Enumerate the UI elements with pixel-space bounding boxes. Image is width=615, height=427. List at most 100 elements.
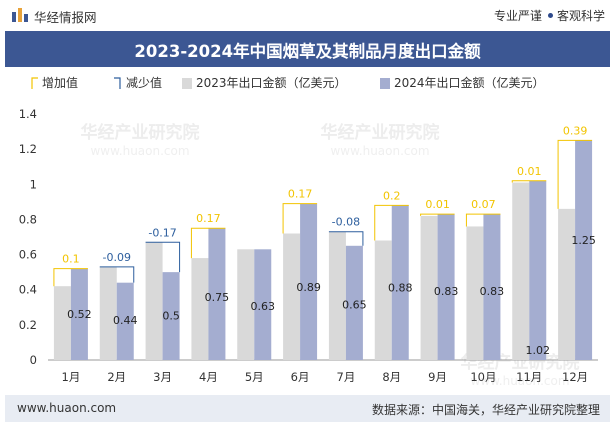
x-tick-label: 6月 [291, 370, 310, 384]
bar-2023 [53, 286, 71, 360]
legend-decrease-icon [114, 77, 121, 89]
bar-2023 [145, 242, 163, 360]
change-label: 0.07 [471, 198, 496, 211]
legend-2024-swatch [380, 78, 390, 89]
data-label-2024: 0.5 [162, 310, 180, 323]
watermark-url: www.huaon.com [330, 144, 429, 158]
x-tick-label: 12月 [562, 370, 588, 384]
y-tick-label: 1 [30, 177, 37, 191]
decrease-bracket [328, 231, 364, 246]
bar-2024 [483, 214, 501, 360]
increase-bracket [53, 268, 88, 287]
data-labels: 0.52 0.1 0.44 -0.09 0.5 -0.17 0.75 0.17 0.63 0.89… [62, 124, 596, 357]
increase-bracket [511, 180, 547, 183]
data-label-2024: 0.44 [113, 314, 138, 327]
y-tick-label: 0 [30, 353, 37, 367]
bar-2024 [529, 180, 547, 360]
legend-decrease-label: 减少值 [126, 75, 162, 90]
x-tick-label: 7月 [337, 370, 356, 384]
increase-bracket [420, 213, 455, 216]
decrease-bracket [99, 266, 135, 283]
tagline-left: 专业严谨 [493, 9, 542, 23]
bar-2023 [512, 182, 530, 360]
data-source: 数据来源：中国海关，华经产业研究院整理 [371, 403, 600, 417]
x-tick-label: 8月 [382, 370, 401, 384]
x-tick-label: 3月 [153, 370, 172, 384]
bar-2024 [300, 203, 318, 360]
x-tick-label: 2月 [107, 370, 126, 384]
legend-2023-label: 2023年出口金额（亿美元） [196, 75, 347, 90]
bar-2023 [191, 258, 209, 360]
y-tick-label: 0.8 [19, 212, 37, 226]
data-label-2024: 0.88 [388, 282, 413, 295]
legend-increase-label: 增加值 [42, 75, 78, 90]
huajing-logo-icon [12, 8, 28, 22]
x-tick-label: 5月 [245, 370, 264, 384]
data-label-2024: 0.83 [480, 285, 505, 298]
legend-increase-icon [31, 77, 38, 89]
bar-2023 [283, 233, 301, 360]
increase-bracket [282, 203, 318, 234]
bar-2024 [116, 282, 134, 360]
change-label: 0.2 [383, 189, 401, 202]
bar-2024 [70, 268, 88, 360]
increase-bracket [557, 139, 593, 209]
bar-2024 [391, 205, 409, 360]
watermark-url: www.huaon.com [90, 144, 189, 158]
y-tick-label: 0.4 [19, 283, 37, 297]
bar-2024 [345, 245, 363, 360]
change-label: 0.1 [62, 253, 80, 266]
legend: 增加值 减少值 2023年出口金额（亿美元） 2024年出口金额（亿美元） [31, 75, 545, 90]
tagline: 专业严谨 客观科学 [494, 7, 605, 24]
data-label-2024: 1.02 [526, 344, 551, 357]
separator-dot [547, 13, 553, 18]
watermark-text: 华经产业研究院 [81, 122, 200, 143]
top-bar: 华经情报网 专业严谨 客观科学 [0, 0, 615, 30]
y-tick-label: 1.4 [19, 107, 37, 121]
bar-2023 [99, 266, 117, 360]
y-tick-label: 0.6 [19, 248, 37, 262]
change-label: -0.08 [332, 216, 360, 229]
change-label: 0.17 [288, 188, 313, 201]
data-label-2024: 0.63 [251, 300, 276, 313]
data-label-2024: 1.25 [571, 234, 596, 247]
increase-bracket [374, 204, 409, 241]
bar-2024 [575, 140, 593, 360]
bar-2024 [437, 214, 455, 360]
x-tick-label: 1月 [62, 370, 81, 384]
watermark-url: www.huaon.com [470, 374, 569, 388]
watermark-text: 华经产业研究院 [321, 122, 440, 143]
tagline-right: 客观科学 [556, 9, 605, 23]
change-label: 0.01 [517, 165, 542, 178]
x-tick-label: 4月 [199, 370, 218, 384]
bar-2023 [328, 231, 346, 360]
title-bar: 2023-2024年中国烟草及其制品月度出口金额 [5, 31, 610, 67]
bar-2023 [237, 249, 255, 360]
legend-2023-swatch [182, 78, 192, 89]
data-label-2024: 0.52 [67, 308, 92, 321]
change-label: 0.39 [563, 124, 588, 137]
bar-2023 [374, 240, 392, 360]
bar-2024 [162, 272, 180, 360]
decrease-bracket [145, 241, 181, 273]
data-label-2024: 0.83 [434, 285, 459, 298]
x-tick-label: 9月 [428, 370, 447, 384]
increase-bracket [465, 213, 501, 227]
change-label: 0.17 [196, 212, 221, 225]
footer-url: www.huaon.com [17, 401, 117, 415]
x-tick-label: 11月 [516, 370, 542, 384]
y-tick-label: 1.2 [19, 142, 37, 156]
increase-bracket [190, 227, 226, 259]
data-label-2024: 0.89 [296, 281, 321, 294]
change-brackets [53, 139, 593, 287]
legend-2024-label: 2024年出口金额（亿美元） [394, 75, 545, 90]
bar-chart: 增加值 减少值 2023年出口金额（亿美元） 2024年出口金额（亿美元） 华经产业研… [19, 75, 598, 388]
data-label-2024: 0.75 [205, 291, 230, 304]
change-label: -0.17 [148, 226, 176, 239]
bars [53, 140, 593, 360]
bar-2024 [254, 249, 272, 360]
watermarks: 华经产业研究院www.huaon.com华经产业研究院www.huaon.com… [81, 122, 580, 388]
y-tick-label: 0.2 [19, 318, 37, 332]
bar-2024 [208, 228, 226, 360]
data-label-2024: 0.65 [342, 299, 367, 312]
